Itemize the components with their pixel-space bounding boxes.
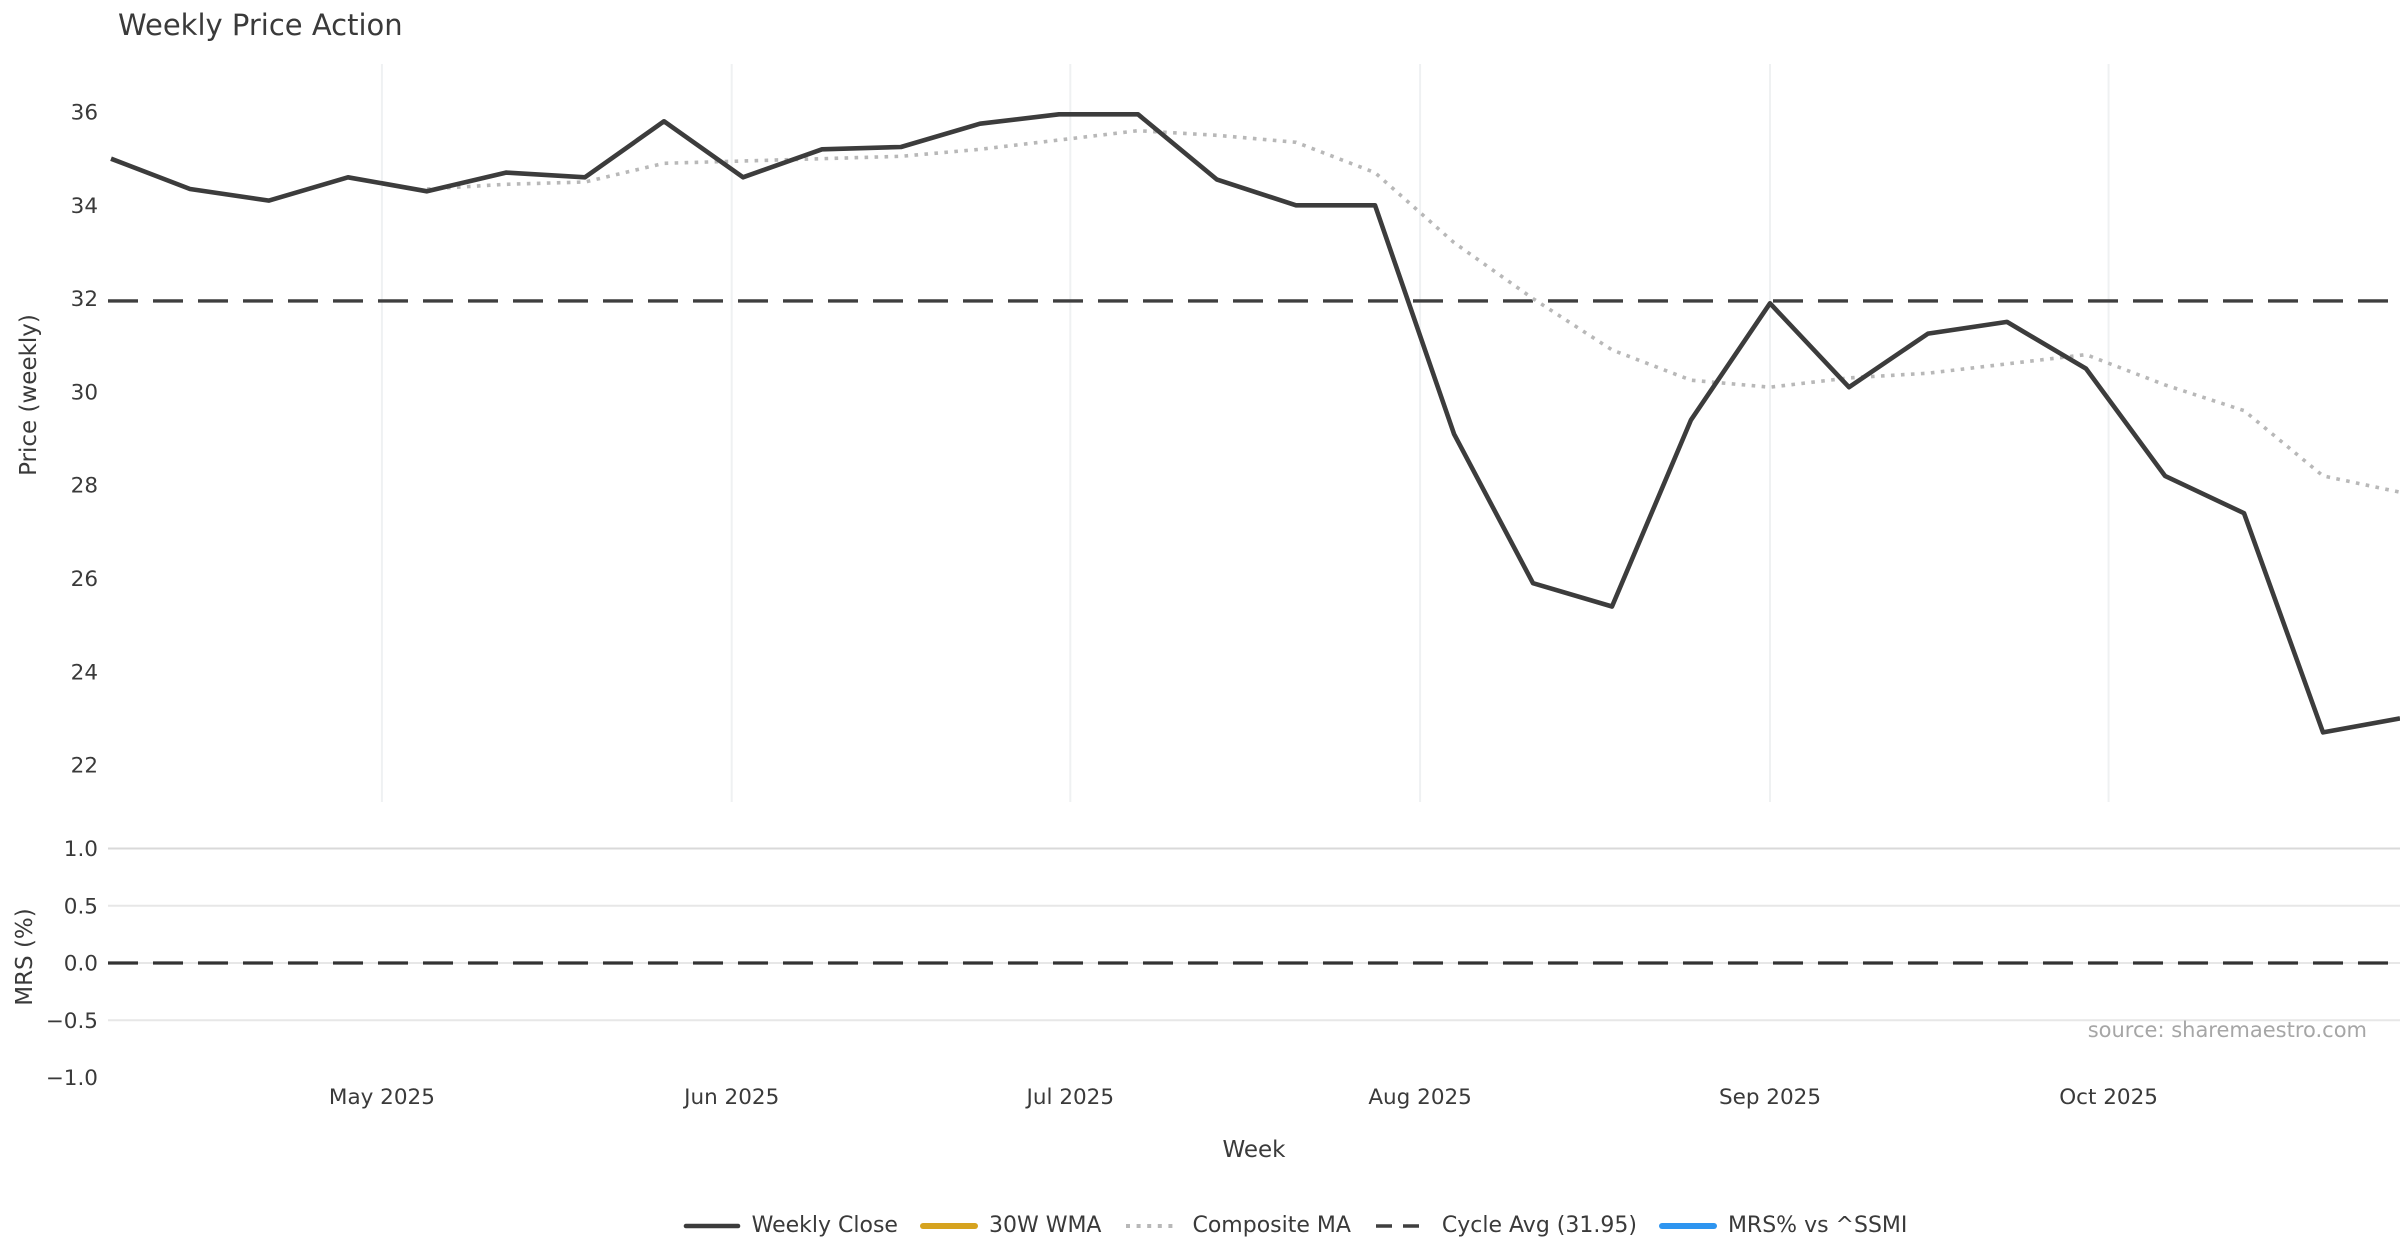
price-tick-label: 36 [71, 101, 98, 126]
legend-item-mrs-vs-ssmi: MRS% vs ^SSMI [1658, 1213, 1908, 1238]
price-tick-label: 24 [71, 660, 98, 685]
price-tick-label: 32 [71, 287, 98, 312]
legend-swatch-solid-icon [1658, 1222, 1717, 1229]
legend-item-30w-wma: 30W WMA [919, 1213, 1102, 1238]
legend-label: Composite MA [1192, 1213, 1351, 1238]
legend-swatch-dotted-icon [1126, 1223, 1179, 1228]
legend-label: MRS% vs ^SSMI [1727, 1213, 1908, 1238]
price-tick-label: 30 [71, 380, 98, 405]
mrs-tick-label: −1.0 [46, 1066, 98, 1091]
mrs-axis-label: MRS (%) [12, 908, 38, 1006]
price-tick-label: 22 [71, 754, 98, 779]
legend: Weekly Close 30W WMA Composite MA Cycle Avg… [190, 1213, 2400, 1238]
weekly-close-line [110, 112, 2400, 735]
legend-item-composite-ma: Composite MA [1123, 1213, 1351, 1238]
x-tick-label: Oct 2025 [2059, 1085, 2158, 1110]
legend-swatch-dashed-icon [1375, 1223, 1428, 1228]
price-axis-label: Price (weekly) [16, 314, 42, 476]
x-tick-label: Aug 2025 [1368, 1085, 1472, 1110]
legend-item-weekly-close: Weekly Close [683, 1213, 898, 1238]
chart-title: Weekly Price Action [118, 8, 403, 42]
legend-swatch-solid-icon [919, 1222, 978, 1229]
price-tick-label: 26 [71, 567, 98, 592]
mrs-tick-label: 1.0 [64, 837, 98, 862]
legend-item-cycle-avg-31-95: Cycle Avg (31.95) [1373, 1213, 1637, 1238]
source-note: source: sharemaestro.com [2087, 1018, 2367, 1042]
legend-label: 30W WMA [988, 1213, 1102, 1238]
x-tick-label: Sep 2025 [1719, 1085, 1821, 1110]
mrs-tick-label: −0.5 [46, 1009, 98, 1034]
price-tick-label: 34 [71, 194, 98, 219]
x-tick-label: Jun 2025 [682, 1085, 779, 1110]
price-tick-label: 28 [71, 474, 98, 499]
legend-swatch-solid-icon [683, 1223, 740, 1228]
x-tick-label: May 2025 [329, 1085, 435, 1110]
legend-label: Cycle Avg (31.95) [1441, 1213, 1637, 1238]
legend-label: Weekly Close [751, 1213, 898, 1238]
x-tick-label: Jul 2025 [1025, 1085, 1115, 1110]
mrs-tick-label: 0.0 [64, 952, 98, 977]
x-axis-label: Week [1222, 1137, 1286, 1163]
composite-ma-line [426, 128, 2400, 494]
mrs-tick-label: 0.5 [64, 894, 98, 919]
